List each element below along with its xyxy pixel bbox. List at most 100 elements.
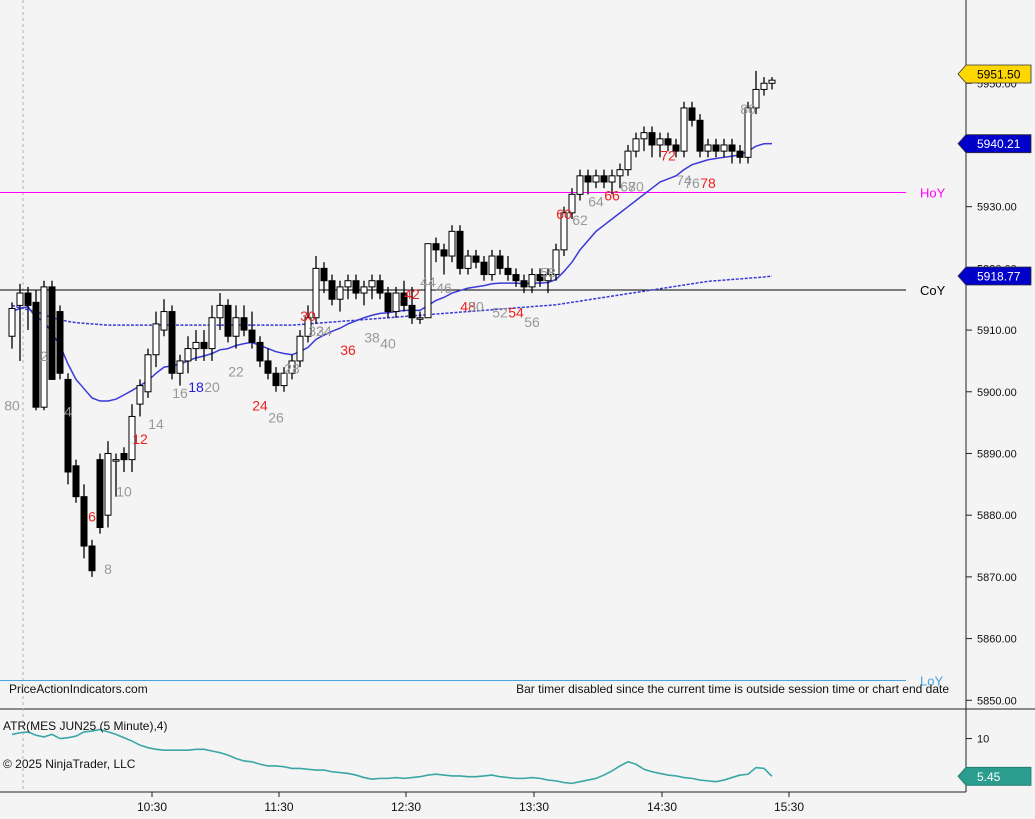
x-tick-label: 10:30 bbox=[137, 800, 167, 814]
candle bbox=[344, 274, 352, 300]
time-axis[interactable]: 10:30 11:30 12:30 13:30 14:30 15:30 bbox=[137, 792, 804, 814]
candle-body bbox=[88, 545, 96, 572]
x-tick-label: 15:30 bbox=[774, 800, 804, 814]
candle bbox=[576, 169, 584, 201]
candle-body bbox=[56, 311, 64, 374]
candle bbox=[248, 311, 256, 349]
candle-body bbox=[64, 378, 72, 473]
candle-body bbox=[112, 459, 120, 462]
candle bbox=[112, 453, 120, 497]
candle-body bbox=[648, 132, 656, 146]
candle bbox=[400, 280, 408, 312]
candle-body bbox=[280, 372, 288, 387]
candle bbox=[464, 249, 472, 275]
candle-body bbox=[16, 292, 24, 306]
y-tick-label: 5850.00 bbox=[977, 695, 1017, 707]
candle bbox=[496, 249, 504, 275]
x-tick-label: 13:30 bbox=[519, 800, 549, 814]
candle-body bbox=[560, 212, 568, 251]
candle-body bbox=[248, 329, 256, 343]
candle-body bbox=[472, 255, 480, 263]
candle bbox=[40, 280, 48, 411]
candle-body bbox=[736, 150, 744, 158]
candle-body bbox=[328, 280, 336, 300]
candle bbox=[304, 305, 312, 343]
candle bbox=[376, 274, 384, 300]
candle-body bbox=[584, 175, 592, 183]
atr-title: ATR(MES JUN25 (5 Minute),4) bbox=[3, 719, 167, 733]
x-tick-label: 14:30 bbox=[647, 800, 677, 814]
bar-label: 32 bbox=[308, 323, 324, 339]
price-badge-label: 5951.50 bbox=[977, 68, 1021, 82]
candle-body bbox=[696, 119, 704, 152]
candle-body bbox=[360, 286, 368, 294]
candle-body bbox=[576, 175, 584, 195]
candle bbox=[64, 373, 72, 485]
candle bbox=[136, 379, 144, 417]
x-tick-label: 11:30 bbox=[264, 800, 293, 814]
candle bbox=[600, 169, 608, 189]
candle-body bbox=[216, 304, 224, 319]
candle bbox=[680, 101, 688, 158]
bar-label: 80 bbox=[740, 101, 756, 117]
candle bbox=[760, 77, 768, 96]
candle bbox=[16, 283, 24, 361]
candle-body bbox=[48, 286, 56, 380]
bar-label: 12 bbox=[132, 431, 148, 447]
candle bbox=[512, 268, 520, 287]
candle-body bbox=[632, 138, 640, 152]
candle bbox=[704, 138, 712, 158]
candle-body bbox=[496, 255, 504, 269]
candle-body bbox=[672, 144, 680, 152]
candle-body bbox=[616, 169, 624, 177]
candle bbox=[736, 144, 744, 164]
candle-body bbox=[32, 301, 40, 408]
candle-body bbox=[8, 307, 16, 337]
y-tick-label: 5900.00 bbox=[977, 387, 1017, 399]
level-label-loy: LoY bbox=[920, 674, 943, 689]
bar-label: 20 bbox=[204, 379, 220, 395]
candle-body bbox=[240, 317, 248, 331]
candle-body bbox=[488, 255, 496, 276]
bar-label: 74 bbox=[676, 172, 692, 188]
candle bbox=[384, 286, 392, 318]
bar-label: 16 bbox=[172, 385, 188, 401]
bar-label: 62 bbox=[572, 212, 588, 228]
price-badge: 5940.21 bbox=[957, 134, 1032, 154]
candle bbox=[416, 311, 424, 324]
candle bbox=[752, 70, 760, 115]
candle bbox=[200, 330, 208, 361]
candle-body bbox=[80, 496, 88, 547]
candle-body bbox=[624, 150, 632, 171]
level-label-coy: CoY bbox=[920, 283, 946, 298]
candle bbox=[552, 243, 560, 281]
candle bbox=[616, 163, 624, 189]
candle bbox=[424, 243, 432, 319]
bar-label: 78 bbox=[700, 175, 716, 191]
candle bbox=[592, 169, 600, 189]
atr-current-badge: 5.45 bbox=[957, 766, 1032, 786]
candle-body bbox=[744, 107, 752, 158]
candle bbox=[208, 305, 216, 361]
bar-label: 70 bbox=[628, 178, 644, 194]
candle-body bbox=[368, 280, 376, 288]
candle bbox=[88, 539, 96, 577]
bar-label: 42 bbox=[404, 286, 420, 302]
bar-label: 8 bbox=[104, 561, 112, 577]
candle bbox=[336, 280, 344, 312]
candle-body bbox=[144, 354, 152, 393]
candle-body bbox=[24, 292, 32, 306]
candle-body bbox=[600, 175, 608, 183]
y-tick-label: 5890.00 bbox=[977, 448, 1017, 460]
candle bbox=[648, 126, 656, 158]
bar-label: 40 bbox=[380, 336, 396, 352]
candle-body bbox=[200, 341, 208, 350]
candle-body bbox=[288, 360, 296, 374]
candle-body bbox=[208, 317, 216, 350]
bar-label: 52 bbox=[492, 305, 508, 321]
bar-label: 18 bbox=[188, 379, 204, 395]
bar-label: 34 bbox=[316, 323, 332, 339]
bar-label: 38 bbox=[364, 329, 380, 345]
candle bbox=[744, 101, 752, 164]
